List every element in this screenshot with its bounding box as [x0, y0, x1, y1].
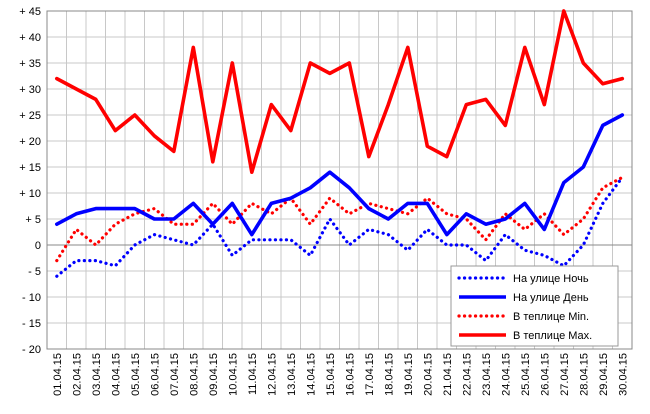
x-tick-label: 25.04.15	[520, 353, 532, 396]
plot-frame	[46, 10, 633, 350]
x-tick-label: 10.04.15	[227, 353, 239, 396]
y-tick-label: + 5	[25, 214, 41, 226]
y-tick-label: - 5	[28, 266, 41, 278]
y-tick-label: + 45	[19, 6, 41, 18]
y-tick-label: 0	[35, 240, 41, 252]
x-tick-label: 29.04.15	[598, 353, 610, 396]
x-tick-label: 02.04.15	[71, 353, 83, 396]
legend-label: На улице День	[513, 292, 589, 304]
x-tick-label: 26.04.15	[539, 353, 551, 396]
legend-label: На улице Ночь	[513, 273, 589, 285]
x-tick-label: 16.04.15	[344, 353, 356, 396]
series-line-2	[55, 175, 624, 263]
x-tick-label: 06.04.15	[149, 353, 161, 396]
series-line-3	[54, 9, 625, 174]
x-axis-tick-labels: 01.04.15 02.04.15 03.04.15 04.04.15 05.04.15…	[52, 353, 630, 396]
x-tick-label: 04.04.15	[110, 353, 122, 396]
x-tick-label: 19.04.15	[403, 353, 415, 396]
y-axis-tick-labels: - 20 - 15 - 10 - 5 0 + 5 + 10 + 15 + 20 + 25 + 30 +…	[19, 6, 41, 356]
x-tick-label: 01.04.15	[52, 353, 64, 396]
x-tick-label: 07.04.15	[169, 353, 181, 396]
legend-label: В теплице Min.	[513, 311, 589, 323]
x-tick-label: 30.04.15	[617, 353, 629, 396]
y-tick-label: + 20	[19, 136, 41, 148]
legend-label: В теплице Max.	[513, 330, 592, 342]
x-tick-label: 21.04.15	[442, 353, 454, 396]
x-tick-label: 23.04.15	[481, 353, 493, 396]
y-tick-label: - 10	[22, 292, 41, 304]
x-tick-label: 11.04.15	[247, 353, 259, 395]
x-tick-label: 08.04.15	[188, 353, 200, 396]
legend-box	[450, 265, 619, 347]
x-tick-label: 09.04.15	[208, 353, 220, 396]
x-tick-label: 13.04.15	[286, 353, 298, 396]
x-tick-label: 15.04.15	[325, 353, 337, 396]
x-tick-label: 17.04.15	[364, 353, 376, 396]
x-tick-label: 20.04.15	[422, 353, 434, 396]
y-tick-label: + 40	[19, 32, 41, 44]
x-tick-label: 24.04.15	[500, 353, 512, 396]
y-tick-label: + 30	[19, 84, 41, 96]
y-tick-label: - 15	[22, 318, 41, 330]
y-tick-label: + 10	[19, 188, 41, 200]
x-tick-label: 27.04.15	[559, 353, 571, 396]
x-tick-label: 22.04.15	[461, 353, 473, 396]
y-tick-label: + 15	[19, 162, 41, 174]
x-tick-label: 12.04.15	[266, 353, 278, 396]
y-tick-label: + 35	[19, 58, 41, 70]
y-tick-label: - 20	[22, 344, 41, 356]
y-tick-label: + 25	[19, 110, 41, 122]
x-tick-label: 28.04.15	[578, 353, 590, 396]
x-tick-label: 18.04.15	[383, 353, 395, 396]
x-tick-label: 14.04.15	[305, 353, 317, 396]
series-line-0	[55, 175, 624, 278]
legend: На улице Ночь На улице День В теплице Min.…	[450, 265, 619, 347]
series-line-1	[54, 113, 625, 237]
series-lines	[54, 9, 625, 278]
x-tick-label: 03.04.15	[91, 353, 103, 396]
x-tick-label: 05.04.15	[130, 353, 142, 396]
